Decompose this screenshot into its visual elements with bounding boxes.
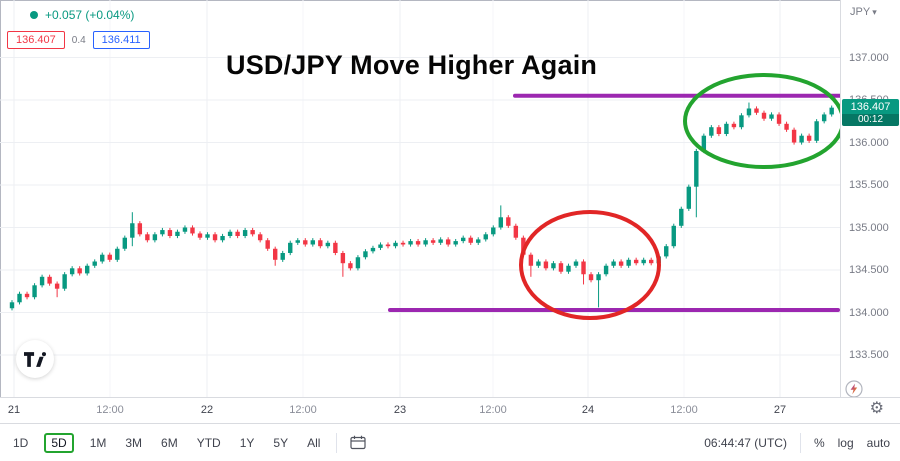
- time-axis-label: 12:00: [96, 404, 124, 416]
- currency-text: JPY: [850, 6, 871, 18]
- price-axis[interactable]: JPY▾ 136.407 00:12 137.000136.500136.000…: [840, 0, 900, 398]
- percent-scale-button[interactable]: %: [813, 435, 825, 450]
- lightning-icon[interactable]: [845, 380, 863, 398]
- time-axis-label: 21: [7, 404, 21, 416]
- chart-annotation-title: USD/JPY Move Higher Again: [226, 50, 598, 80]
- price-axis-label: 136.000: [849, 136, 889, 149]
- range-all[interactable]: All: [307, 435, 321, 450]
- time-axis-label: 22: [200, 404, 214, 416]
- bottom-toolbar: 1D 5D 1M 3M 6M YTD 1Y 5Y All 06:44:47 (U…: [0, 423, 900, 461]
- time-axis-label: 24: [581, 404, 595, 416]
- log-scale-button[interactable]: log: [837, 435, 854, 450]
- range-1m[interactable]: 1M: [89, 435, 107, 450]
- time-axis-label: 12:00: [289, 404, 317, 416]
- range-5y[interactable]: 5Y: [273, 435, 289, 450]
- current-price-badge: 136.407 00:12: [842, 98, 899, 126]
- tradingview-logo-icon: [24, 351, 46, 367]
- price-axis-label: 134.500: [849, 264, 889, 276]
- time-axis-label: 27: [773, 404, 787, 416]
- price-change-text: +0.057 (+0.04%): [45, 8, 135, 22]
- bar-countdown: 00:12: [842, 113, 899, 126]
- chevron-down-icon: ▾: [872, 7, 877, 17]
- go-to-date-icon[interactable]: [350, 435, 367, 450]
- price-axis-label: 133.500: [849, 349, 889, 361]
- currency-label[interactable]: JPY ▾: [850, 6, 877, 18]
- time-axis[interactable]: 21 12:00 22 12:00 23 12:00 24 12:00 27: [0, 397, 900, 423]
- bid-ask-row: 136.407 0.4 136.411: [7, 31, 150, 49]
- range-1y[interactable]: 1Y: [239, 435, 255, 450]
- price-axis-label: 135.000: [849, 221, 889, 234]
- spread-value: 0.4: [71, 34, 86, 46]
- price-axis-label: 137.000: [849, 51, 889, 64]
- time-axis-label: 23: [393, 404, 407, 416]
- toolbar-right-group: 06:44:47 (UTC) % log auto: [704, 432, 890, 453]
- toolbar-separator: [336, 432, 338, 453]
- current-price: 136.407: [850, 100, 891, 113]
- range-ytd[interactable]: YTD: [196, 435, 221, 450]
- time-axis-label: 12:00: [479, 404, 507, 416]
- range-6m[interactable]: 6M: [161, 435, 178, 450]
- tradingview-logo[interactable]: [16, 340, 54, 378]
- price-axis-label: 135.500: [849, 179, 889, 191]
- candlestick-chart[interactable]: [0, 0, 840, 397]
- toolbar-separator: [799, 432, 801, 453]
- range-3m[interactable]: 3M: [125, 435, 143, 450]
- auto-scale-button[interactable]: auto: [866, 435, 890, 450]
- sell-price-button[interactable]: 136.407: [7, 31, 65, 49]
- range-1d[interactable]: 1D: [13, 435, 29, 450]
- buy-price-button[interactable]: 136.411: [92, 31, 150, 49]
- market-status-dot: [30, 11, 38, 19]
- price-axis-label: 134.000: [849, 306, 889, 319]
- time-axis-label: 12:00: [670, 404, 698, 416]
- settings-gear-icon[interactable]: ⚙: [869, 400, 884, 417]
- symbol-change-row: +0.057 (+0.04%): [30, 8, 134, 22]
- range-5d[interactable]: 5D: [44, 432, 74, 453]
- clock[interactable]: 06:44:47 (UTC): [704, 435, 787, 450]
